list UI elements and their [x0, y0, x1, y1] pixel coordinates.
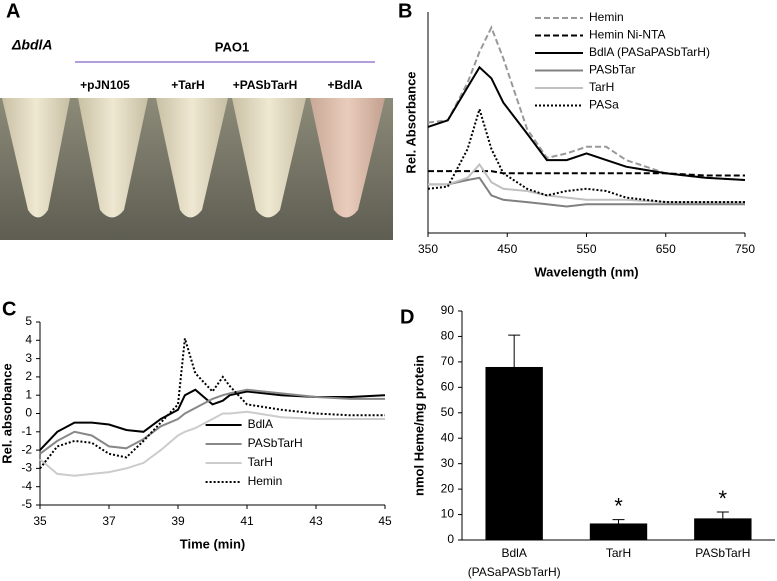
y-axis-title: Rel. Absorbance: [403, 71, 418, 173]
y-axis-title: nmol Heme/mg protein: [411, 355, 426, 496]
legend-label: PASa: [589, 98, 619, 112]
error-bar: [716, 511, 729, 519]
y-tick-label: 40: [441, 430, 455, 444]
y-tick-label: 1: [25, 387, 32, 401]
legend-label: PASbTarH: [248, 436, 303, 450]
x-tick-label: 35: [33, 514, 47, 528]
tube: [310, 98, 385, 218]
series-line: [427, 25, 746, 181]
series-line: [428, 162, 745, 204]
bar: [694, 518, 752, 540]
tube-label: +pJN105: [80, 78, 130, 92]
y-tick-label: -5: [21, 497, 32, 511]
photo-panel: A ΔbdlA PAO1 +pJN105 +TarH +PASbTarH +Bd…: [0, 0, 393, 240]
legend-label: Hemin Ni-NTA: [589, 28, 665, 42]
x-tick-label: 650: [656, 242, 676, 256]
x-tick-label: PASbTarH: [695, 546, 751, 560]
legend-label: TarH: [248, 455, 273, 469]
x-tick-label: 350: [418, 242, 438, 256]
error-bar: [508, 334, 521, 367]
x-axis-title: Wavelength (nm): [534, 264, 638, 279]
x-tick-label: 37: [102, 514, 116, 528]
y-tick-label: 4: [25, 332, 32, 346]
tube: [232, 98, 306, 218]
panel-label: C: [2, 298, 16, 320]
tube: [78, 98, 148, 218]
x-tick-label: 41: [240, 514, 254, 528]
error-bar: [612, 519, 625, 524]
y-tick-label: -2: [21, 442, 32, 456]
tube: [2, 98, 70, 218]
panel-label: B: [398, 0, 412, 22]
significance-mark: *: [719, 486, 728, 511]
y-tick-label: -1: [21, 424, 32, 438]
series-line: [39, 388, 386, 451]
legend-label: BdlA (PASaPASbTarH): [589, 45, 710, 59]
x-tick-label: 550: [576, 242, 596, 256]
panel-label: A: [6, 0, 20, 22]
legend-label: Hemin: [589, 10, 624, 24]
legend-label: BdlA: [248, 417, 273, 431]
tube-label: +TarH: [171, 78, 204, 92]
tube: [156, 98, 228, 218]
y-tick-label: 90: [441, 303, 455, 317]
x-axis-title: Time (min): [180, 536, 246, 551]
y-tick-label: -4: [21, 479, 32, 493]
legend-label: PASbTar: [589, 63, 635, 77]
legend-label: Hemin: [248, 474, 283, 488]
series-line: [39, 338, 385, 470]
y-tick-label: 2: [25, 369, 32, 383]
series-line: [39, 410, 385, 477]
series-line: [428, 176, 745, 208]
series-line: [39, 388, 385, 455]
bar: [589, 523, 648, 540]
x-tick-label: 45: [378, 514, 392, 528]
x-tick-label: 39: [171, 514, 185, 528]
y-tick-label: 0: [25, 406, 32, 420]
x-tick-label: 750: [735, 242, 755, 256]
parent-strain-label: PAO1: [215, 39, 249, 54]
y-tick-label: 10: [441, 507, 455, 521]
y-tick-label: 60: [441, 380, 455, 394]
series-line: [428, 170, 745, 177]
series-line: [427, 105, 745, 204]
tube-label: +PASbTarH: [233, 78, 298, 92]
bar: [485, 366, 543, 540]
y-tick-label: 3: [25, 351, 32, 365]
y-tick-label: 5: [25, 314, 32, 328]
x-tick-label: BdlA (PASaPASbTarH): [467, 546, 561, 579]
y-tick-label: 50: [441, 405, 455, 419]
y-tick-label: 30: [441, 456, 455, 470]
panel-label: D: [400, 306, 414, 328]
strain-label: ΔbdlA: [11, 37, 53, 53]
y-tick-label: 20: [441, 481, 455, 495]
x-tick-label: TarH: [605, 546, 632, 560]
y-tick-label: 80: [441, 329, 455, 343]
x-tick-label: 43: [309, 514, 323, 528]
y-tick-label: 0: [447, 532, 454, 546]
tube-label: +BdlA: [327, 78, 362, 92]
x-tick-label: 450: [497, 242, 517, 256]
significance-mark: *: [614, 493, 623, 518]
legend-label: TarH: [589, 80, 614, 94]
y-axis-title: Rel. absorbance: [0, 363, 14, 463]
y-tick-label: -3: [21, 461, 32, 475]
y-tick-label: 70: [441, 354, 455, 368]
series-line: [427, 65, 746, 181]
